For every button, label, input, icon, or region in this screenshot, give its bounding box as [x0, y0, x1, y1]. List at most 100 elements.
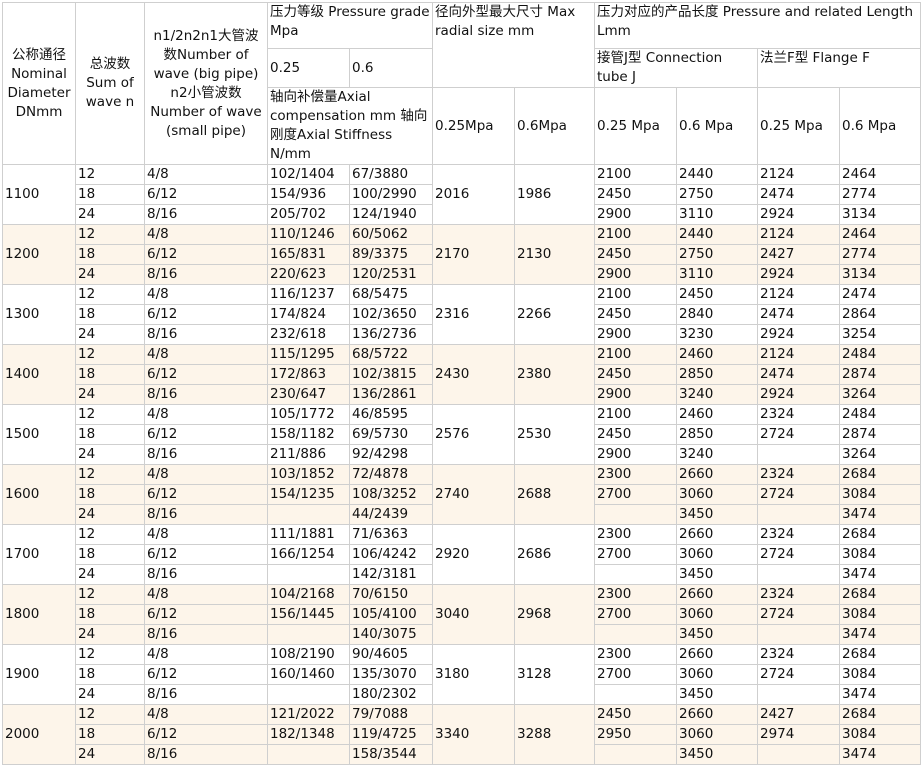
cell-radial-025: 2576	[432, 404, 515, 465]
cell-axial-025: 230/647	[267, 384, 350, 405]
cell-flange-06: 2774	[838, 184, 922, 205]
cell-wave-split: 8/16	[144, 504, 268, 525]
cell-wave-split: 6/12	[144, 604, 268, 625]
cell-axial-025: 154/1235	[267, 484, 350, 505]
cell-flange-025	[757, 684, 840, 705]
cell-axial-06: 135/3070	[349, 664, 433, 685]
cell-tube-06: 3060	[676, 544, 758, 565]
cell-radial-06: 2266	[514, 284, 595, 345]
cell-wave-split: 8/16	[144, 444, 268, 465]
header-flange-025: 0.25 Mpa	[757, 87, 840, 165]
cell-flange-025	[757, 624, 840, 645]
cell-wave-count: 24	[75, 324, 145, 345]
cell-wave-count: 24	[75, 684, 145, 705]
cell-flange-06: 3084	[838, 724, 922, 745]
cell-axial-025	[267, 504, 350, 525]
cell-dn: 1300	[2, 284, 76, 345]
cell-axial-025	[267, 564, 350, 585]
table-row: 24 8/16 142/3181 3450 3474	[3, 564, 922, 585]
cell-flange-025: 2924	[757, 324, 840, 345]
cell-radial-025: 2170	[432, 224, 515, 285]
cell-radial-025: 2740	[432, 464, 515, 525]
cell-wave-split: 4/8	[144, 524, 268, 545]
cell-flange-025: 2724	[757, 544, 840, 565]
table-row: 1400 12 4/8 115/1295 68/5722 2430 2380 2100 2460…	[2, 344, 922, 405]
table-row: 1800 12 4/8 104/2168 70/6150 3040 2968 2300 2660…	[2, 584, 922, 645]
cell-flange-06: 3084	[838, 664, 922, 685]
table-row: 1300 12 4/8 116/1237 68/5475 2316 2266 2100 2450…	[2, 284, 922, 345]
cell-tube-025	[594, 564, 677, 585]
cell-tube-06: 3230	[676, 324, 758, 345]
cell-wave-count: 18	[75, 604, 145, 625]
cell-tube-06: 2450	[676, 284, 758, 305]
cell-wave-count: 12	[75, 584, 145, 605]
table-row: 24 8/16 232/618 136/2736 2900 3230 2924 3254	[3, 324, 922, 345]
cell-tube-025: 2450	[594, 184, 677, 205]
cell-dn: 1500	[2, 404, 76, 465]
cell-axial-025	[267, 684, 350, 705]
header-flange-06: 0.6 Mpa	[838, 87, 922, 165]
cell-tube-06: 3450	[676, 564, 758, 585]
cell-flange-025: 2427	[757, 704, 840, 725]
cell-flange-06: 3084	[838, 544, 922, 565]
cell-flange-06: 3474	[838, 744, 922, 765]
cell-dn: 1400	[2, 344, 76, 405]
cell-flange-06: 3134	[838, 264, 922, 285]
cell-tube-025: 2700	[594, 544, 677, 565]
cell-axial-025: 205/702	[267, 204, 350, 225]
cell-tube-06: 3240	[676, 384, 758, 405]
cell-axial-06: 105/4100	[349, 604, 433, 625]
cell-dn: 1800	[2, 584, 76, 645]
cell-wave-count: 12	[75, 704, 145, 725]
cell-radial-025: 2316	[432, 284, 515, 345]
cell-radial-025: 3340	[432, 704, 515, 765]
cell-tube-025: 2300	[594, 464, 677, 485]
cell-flange-06: 3084	[838, 604, 922, 625]
cell-flange-025: 2124	[757, 224, 840, 245]
cell-tube-025	[594, 624, 677, 645]
cell-flange-06: 3084	[838, 484, 922, 505]
cell-wave-split: 4/8	[144, 584, 268, 605]
cell-axial-06: 71/6363	[349, 524, 433, 545]
cell-wave-split: 4/8	[144, 224, 268, 245]
cell-flange-06: 2684	[838, 524, 922, 545]
cell-axial-06: 102/3815	[349, 364, 433, 385]
cell-axial-025: 111/1881	[267, 524, 350, 545]
cell-tube-025: 2300	[594, 644, 677, 665]
cell-tube-06: 2750	[676, 184, 758, 205]
header-pressure-025: 0.25	[267, 48, 350, 88]
header-wave-count: 总波数Sum of wave n	[75, 2, 145, 165]
cell-wave-split: 6/12	[144, 544, 268, 565]
cell-flange-025: 2924	[757, 264, 840, 285]
cell-flange-025: 2724	[757, 664, 840, 685]
table-row: 24 8/16 230/647 136/2861 2900 3240 2924 3264	[3, 384, 922, 405]
cell-tube-025: 2900	[594, 204, 677, 225]
cell-wave-count: 24	[75, 504, 145, 525]
cell-tube-025: 2450	[594, 424, 677, 445]
cell-axial-025: 158/1182	[267, 424, 350, 445]
cell-wave-split: 4/8	[144, 344, 268, 365]
table-row: 18 6/12 172/863 102/3815 2450 2850 2474 2874	[3, 364, 922, 385]
table-row: 18 6/12 154/936 100/2990 2450 2750 2474 2774	[3, 184, 922, 205]
cell-tube-025	[594, 684, 677, 705]
table-row: 18 6/12 160/1460 135/3070 2700 3060 2724 3084	[3, 664, 922, 685]
cell-flange-025: 2324	[757, 584, 840, 605]
cell-axial-06: 60/5062	[349, 224, 433, 245]
cell-axial-06: 72/4878	[349, 464, 433, 485]
cell-axial-06: 100/2990	[349, 184, 433, 205]
cell-wave-split: 6/12	[144, 484, 268, 505]
cell-wave-split: 4/8	[144, 164, 268, 185]
cell-tube-025: 2300	[594, 584, 677, 605]
cell-tube-06: 2460	[676, 404, 758, 425]
header-tube-025: 0.25 Mpa	[594, 87, 677, 165]
cell-flange-025	[757, 564, 840, 585]
cell-flange-06: 2864	[838, 304, 922, 325]
cell-flange-025: 2324	[757, 644, 840, 665]
cell-wave-split: 6/12	[144, 424, 268, 445]
cell-axial-025: 121/2022	[267, 704, 350, 725]
cell-axial-06: 180/2302	[349, 684, 433, 705]
cell-axial-025	[267, 744, 350, 765]
cell-wave-split: 8/16	[144, 624, 268, 645]
cell-flange-025: 2724	[757, 604, 840, 625]
